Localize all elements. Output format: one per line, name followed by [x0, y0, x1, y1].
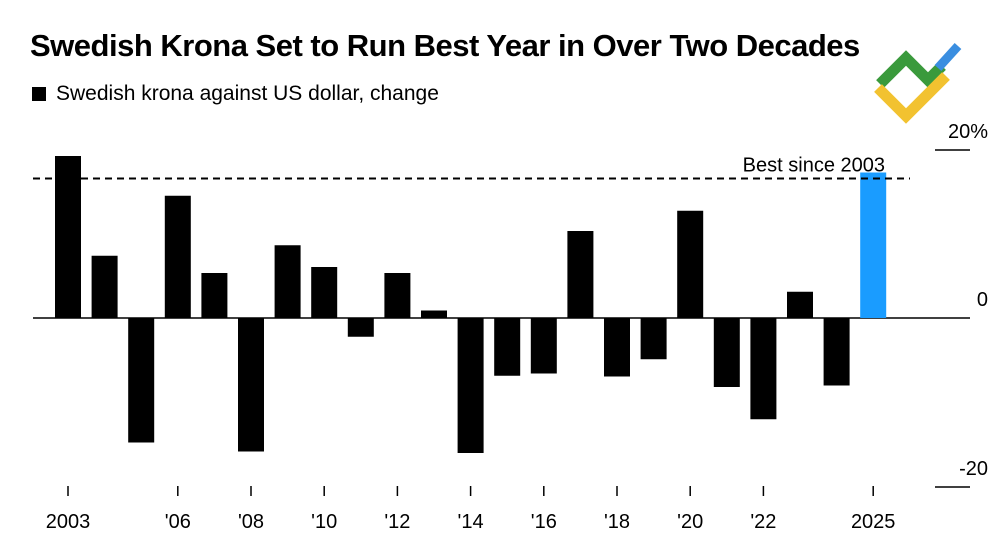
bar-2011	[347, 318, 374, 337]
bar-2019	[640, 318, 667, 360]
legend-label: Swedish krona against US dollar, change	[56, 82, 439, 105]
bars-group	[55, 156, 887, 453]
bar-2004	[91, 255, 118, 318]
bar-2021	[713, 318, 740, 387]
legend-swatch	[32, 87, 46, 101]
x-tick-label: '10	[311, 511, 337, 533]
bar-2017	[567, 231, 594, 318]
bar-2006	[164, 195, 191, 318]
reference-line-label: Best since 2003	[743, 155, 885, 177]
y-axis: 20% 0 -20	[935, 121, 988, 488]
bar-2009	[274, 245, 301, 318]
y-tick-label: 20%	[948, 121, 988, 143]
bar-2003	[55, 156, 81, 318]
bar-2016	[530, 318, 557, 374]
bar-2005	[128, 318, 155, 443]
y-tick-label: 0	[977, 289, 988, 311]
bar-2024	[823, 318, 850, 386]
x-axis: 2003 '06 '08 '10 '12 '14 '16 '18 '20 '22 2025	[46, 486, 896, 533]
x-tick-label: '08	[238, 511, 264, 533]
bar-2020	[677, 210, 704, 318]
legend: Swedish krona against US dollar, change	[32, 82, 439, 106]
y-tick-label: -20	[959, 458, 988, 480]
x-tick-label: '22	[750, 511, 776, 533]
bar-2007	[201, 273, 228, 318]
bar-2010	[311, 267, 338, 318]
bar-2008	[238, 318, 264, 452]
brand-logo-icon	[874, 42, 962, 124]
chart-title: Swedish Krona Set to Run Best Year in Ov…	[30, 28, 860, 63]
bar-2014	[457, 318, 484, 453]
x-tick-label: '06	[165, 511, 191, 533]
bar-2025	[860, 172, 887, 318]
bar-2013	[421, 310, 447, 318]
bar-2023	[787, 291, 813, 318]
bar-2022	[750, 318, 777, 420]
x-tick-label: '18	[604, 511, 630, 533]
x-tick-label: '20	[677, 511, 703, 533]
bar-2018	[604, 318, 630, 377]
x-tick-label: '16	[531, 511, 557, 533]
bar-2015	[494, 318, 521, 376]
x-tick-label: '14	[458, 511, 484, 533]
bar-2012	[384, 273, 411, 318]
x-tick-label: 2003	[46, 511, 91, 533]
x-tick-label: '12	[384, 511, 410, 533]
x-tick-label: 2025	[851, 511, 896, 533]
